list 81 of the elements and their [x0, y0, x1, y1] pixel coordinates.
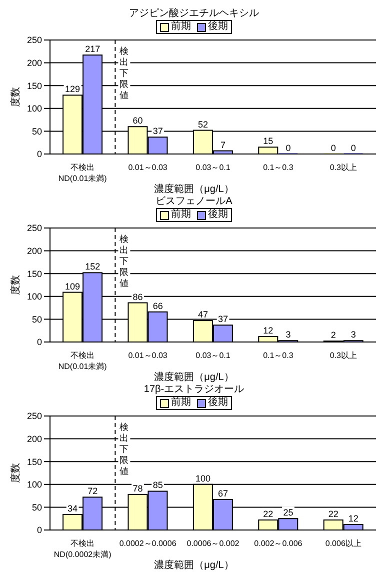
data-label: 25 — [283, 508, 294, 518]
x-tick-label: 不検出 ND(0.01未満) — [58, 163, 108, 183]
data-label: 52 — [198, 119, 208, 130]
y-tick-label: 200 — [26, 434, 42, 444]
y-tick-label: 200 — [26, 246, 42, 256]
data-label: 85 — [152, 480, 163, 490]
data-label: 129 — [65, 84, 80, 94]
data-label: 0 — [350, 143, 356, 153]
x-tick-label: 0.03～0.1 — [196, 163, 231, 172]
data-label: 86 — [132, 292, 143, 302]
legend-label: 前期 — [170, 21, 191, 33]
x-tick-label: 0.0006～0.002 — [186, 539, 240, 548]
ref-line-label: 検出下限値 — [120, 234, 129, 288]
x-axis-title: 濃度範囲（μg/L） — [153, 560, 235, 572]
y-tick-label: 0 — [36, 525, 42, 536]
x-tick-label: 0.1～0.3 — [263, 163, 294, 172]
x-tick-label: 0.002～0.006 — [254, 539, 303, 548]
x-tick-label: 不検出 ND(0.0002未満) — [54, 539, 112, 559]
data-label: 100 — [195, 473, 210, 484]
y-tick-label: 0 — [36, 149, 42, 160]
data-label: 217 — [85, 44, 100, 54]
data-label: 12 — [263, 326, 274, 336]
data-label: 66 — [152, 300, 163, 311]
legend-label: 前期 — [170, 397, 191, 409]
x-tick-label: 0.01～0.03 — [128, 351, 168, 360]
ref-line-label: 検出下限値 — [120, 422, 129, 476]
ref-line-label: 検出下限値 — [120, 46, 129, 100]
chart-title: アジピン酸ジエチルヘキシル — [128, 8, 260, 20]
data-label: 47 — [198, 310, 208, 320]
y-tick-label: 100 — [26, 104, 42, 114]
data-label: 78 — [132, 483, 143, 494]
data-label: 72 — [88, 486, 98, 496]
x-tick-label: 0.01～0.03 — [128, 163, 168, 172]
data-label: 67 — [218, 488, 228, 498]
y-tick-label: 150 — [26, 268, 42, 279]
data-label: 109 — [65, 281, 80, 292]
data-label: 152 — [85, 262, 100, 272]
x-tick-label: 0.006以上 — [325, 539, 362, 548]
chart-title: ビスフェノールA — [154, 196, 234, 208]
y-tick-label: 50 — [32, 314, 42, 324]
y-tick-label: 0 — [36, 337, 42, 348]
x-tick-label: 0.3以上 — [330, 163, 357, 172]
data-label: 3 — [350, 330, 356, 340]
data-label: 60 — [132, 116, 143, 126]
legend-label: 前期 — [170, 209, 191, 221]
x-tick-label: 0.03～0.1 — [196, 351, 231, 360]
legend-label: 後期 — [207, 397, 228, 409]
y-tick-label: 250 — [26, 35, 42, 46]
data-label: 0 — [286, 143, 291, 153]
x-axis-title: 濃度範囲（μg/L） — [153, 184, 235, 196]
x-tick-label: 0.0002～0.0006 — [119, 539, 177, 548]
legend-label: 後期 — [207, 209, 228, 221]
y-axis-title: 度数 — [10, 463, 22, 483]
data-label: 37 — [218, 314, 228, 324]
data-label: 22 — [328, 508, 338, 519]
x-tick-label: 不検出 ND(0.01未満) — [58, 351, 108, 371]
y-axis-title: 度数 — [10, 275, 22, 295]
y-tick-label: 100 — [26, 480, 42, 490]
x-axis-title: 濃度範囲（μg/L） — [153, 372, 235, 384]
y-tick-label: 150 — [26, 80, 42, 91]
data-label: 37 — [152, 126, 163, 136]
y-tick-label: 50 — [32, 126, 42, 136]
x-tick-label: 0.1～0.3 — [263, 351, 294, 360]
chart-title: 17β-エストラジオール — [142, 384, 246, 396]
data-label: 12 — [348, 514, 358, 524]
y-axis-title: 度数 — [10, 87, 22, 107]
x-tick-label: 0.3以上 — [330, 351, 357, 360]
data-label: 34 — [68, 503, 78, 514]
data-label: 0 — [330, 143, 336, 153]
data-label: 7 — [220, 140, 226, 150]
data-label: 3 — [286, 330, 291, 340]
y-tick-label: 150 — [26, 456, 42, 467]
legend-label: 後期 — [207, 21, 228, 33]
data-label: 2 — [330, 330, 336, 340]
data-label: 15 — [263, 136, 274, 146]
data-label: 22 — [263, 508, 274, 519]
y-tick-label: 250 — [26, 223, 42, 234]
y-tick-label: 200 — [26, 58, 42, 68]
y-tick-label: 50 — [32, 502, 42, 512]
y-tick-label: 100 — [26, 292, 42, 302]
y-tick-label: 250 — [26, 411, 42, 422]
